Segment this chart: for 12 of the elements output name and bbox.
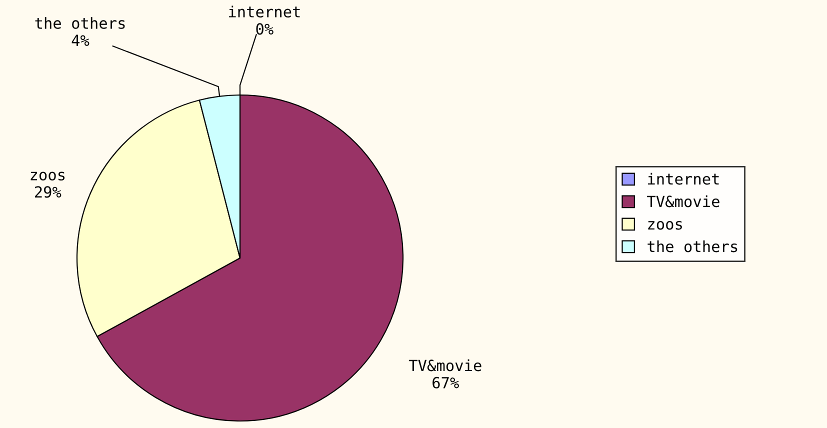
legend-label: internet xyxy=(648,172,719,185)
slice-label: the others xyxy=(35,17,125,29)
category-label: internet xyxy=(228,6,300,18)
data-label: 4% xyxy=(72,34,90,46)
slice-label: zoos xyxy=(30,172,65,181)
data-label: 67% xyxy=(432,376,459,388)
slice-label: TV&movie xyxy=(408,359,482,372)
legend-label: the others xyxy=(648,240,738,252)
data-label: 29% xyxy=(34,186,62,198)
legend-label: TV&movie xyxy=(647,195,720,208)
legend-label: zoos xyxy=(648,220,682,230)
text: 0% xyxy=(256,23,274,35)
